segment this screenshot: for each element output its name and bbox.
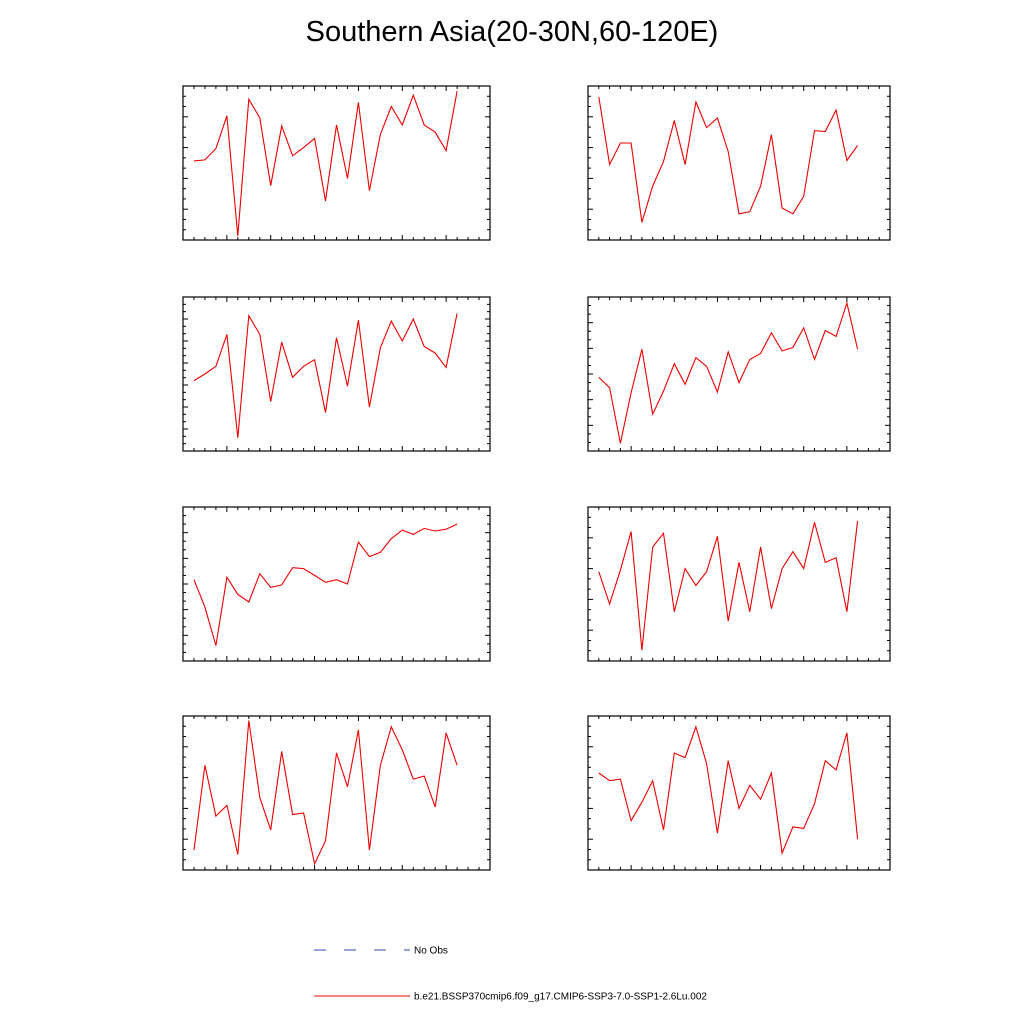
chart-panel [182,296,491,452]
series-line [193,523,458,646]
legend: No Obs b.e21.BSSP370cmip6.f09_g17.CMIP6-… [314,946,707,1003]
legend-label-no-obs: No Obs [414,946,448,957]
chart-panel [182,506,491,662]
series-line [598,300,859,444]
figure-title: Southern Asia(20-30N,60-120E) [306,16,719,48]
legend-label-model-run: b.e21.BSSP370cmip6.f09_g17.CMIP6-SSP3-7.… [414,992,707,1003]
series-line [193,91,458,236]
chart-panel [182,715,491,871]
panels [182,85,891,871]
series-line [598,520,859,651]
series-line [193,313,458,438]
series-line [598,96,859,223]
plot-frame [587,506,891,662]
chart-panel [182,85,491,241]
series-line [598,724,859,856]
plot-frame [587,296,891,452]
plot-frame [182,715,491,871]
plot-frame [182,296,491,452]
plot-frame [182,85,491,241]
chart-panel [587,296,891,452]
chart-panel [587,506,891,662]
chart-panel [587,85,891,241]
chart-panel [587,715,891,871]
series-line [193,720,458,866]
